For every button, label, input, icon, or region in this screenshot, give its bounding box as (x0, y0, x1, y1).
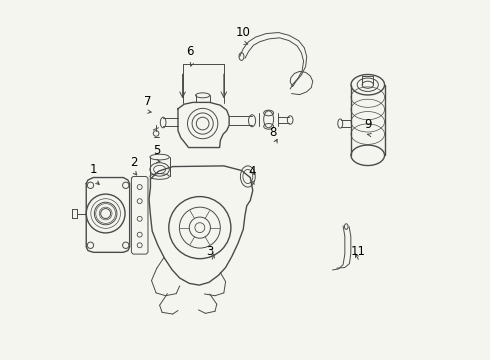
Text: 8: 8 (270, 126, 277, 139)
Text: 11: 11 (350, 244, 366, 258)
Text: 6: 6 (187, 45, 194, 58)
Text: 9: 9 (365, 118, 372, 131)
Text: 2: 2 (130, 156, 138, 170)
Text: 1: 1 (90, 163, 97, 176)
Text: 4: 4 (248, 165, 256, 178)
Text: 7: 7 (144, 95, 152, 108)
Text: 5: 5 (153, 144, 161, 157)
Text: 3: 3 (206, 244, 214, 258)
Text: 10: 10 (236, 26, 251, 39)
